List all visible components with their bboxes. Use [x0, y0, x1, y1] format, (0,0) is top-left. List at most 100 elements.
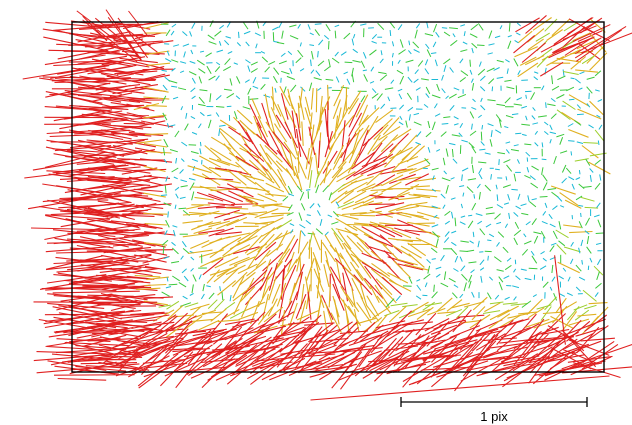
sensor-frame: [71, 21, 605, 373]
vector: [348, 90, 362, 110]
vector: [459, 185, 465, 188]
vector: [460, 215, 466, 218]
vector: [374, 284, 390, 307]
vector: [559, 150, 568, 154]
vector: [415, 23, 421, 29]
vector: [309, 170, 313, 189]
vector: [545, 102, 547, 108]
vector: [441, 88, 446, 94]
vector: [250, 61, 258, 66]
vector: [389, 21, 396, 29]
vector: [358, 104, 369, 126]
vector: [206, 285, 211, 288]
vector: [250, 300, 260, 325]
vector: [167, 211, 169, 218]
vector: [259, 143, 273, 165]
vector: [309, 363, 358, 378]
vector: [297, 23, 301, 29]
vector: [58, 305, 123, 316]
vector: [563, 246, 581, 253]
vector: [448, 93, 457, 99]
vector: [308, 139, 315, 164]
vector: [67, 304, 122, 320]
vector: [351, 277, 364, 300]
vector: [45, 246, 111, 253]
vector: [366, 170, 384, 186]
vector: [480, 97, 483, 102]
vector: [431, 258, 436, 260]
vector: [475, 213, 483, 216]
vector: [525, 115, 528, 121]
vector: [446, 308, 462, 317]
vector: [287, 185, 293, 194]
vector: [578, 183, 585, 189]
vector: [564, 38, 591, 56]
vector: [340, 286, 354, 308]
vector: [327, 214, 333, 218]
vector: [193, 227, 213, 235]
vector: [488, 313, 511, 329]
vector: [451, 211, 454, 219]
vector: [219, 119, 237, 131]
vector: [456, 306, 469, 319]
vector: [488, 233, 495, 238]
vector: [182, 232, 209, 238]
vector: [371, 40, 377, 44]
vector: [363, 74, 368, 82]
vector: [463, 31, 466, 37]
vector: [361, 252, 387, 264]
vector: [206, 269, 221, 284]
vector: [252, 76, 257, 84]
vector: [168, 347, 203, 351]
vector: [476, 183, 481, 189]
vector: [427, 120, 431, 129]
vector: [315, 70, 321, 77]
vector: [268, 334, 300, 345]
vector: [249, 103, 262, 129]
vector: [396, 239, 422, 242]
vector: [396, 183, 420, 197]
vector: [346, 127, 364, 145]
vector: [549, 131, 557, 135]
vector: [451, 230, 457, 234]
vector: [443, 65, 447, 73]
vector: [556, 109, 571, 121]
vector: [542, 281, 549, 288]
vector: [98, 234, 143, 247]
vector: [373, 143, 394, 162]
vector: [390, 79, 395, 84]
vector: [131, 51, 165, 55]
vector: [542, 211, 547, 216]
vector: [224, 301, 236, 310]
vector: [347, 305, 362, 326]
vector: [173, 344, 213, 372]
vector: [289, 68, 293, 74]
vector: [242, 106, 251, 110]
vector: [581, 259, 583, 265]
vector: [113, 125, 152, 129]
vector: [423, 339, 478, 355]
vector: [505, 59, 510, 63]
vector: [425, 43, 430, 50]
vector: [210, 308, 227, 322]
vector: [77, 295, 126, 300]
vector: [487, 255, 489, 261]
vector: [40, 276, 112, 290]
vector: [311, 50, 314, 60]
vector: [161, 291, 170, 297]
vector: [189, 318, 214, 323]
vector: [273, 258, 293, 282]
vector: [466, 359, 517, 372]
vector: [584, 230, 590, 235]
vector: [435, 31, 440, 38]
vector: [353, 163, 379, 177]
vector: [180, 179, 188, 183]
vector: [530, 182, 539, 189]
vector: [254, 32, 261, 37]
vector: [407, 76, 413, 83]
vector: [502, 302, 518, 305]
vector: [161, 95, 167, 104]
vector: [264, 145, 283, 163]
vector: [461, 167, 469, 172]
vector: [257, 285, 270, 308]
